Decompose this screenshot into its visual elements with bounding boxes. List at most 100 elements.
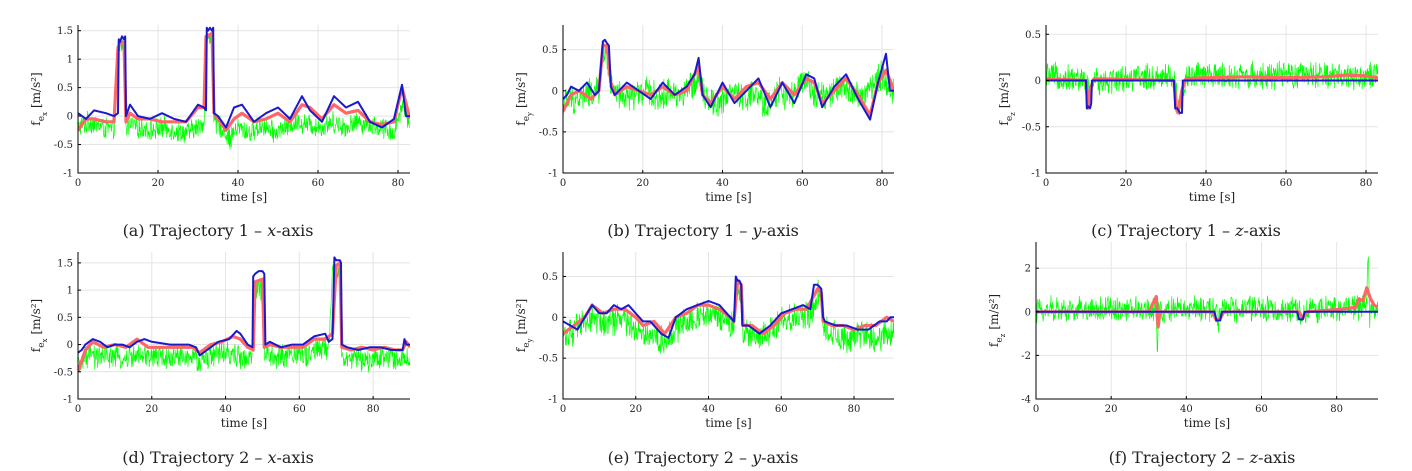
y-axis-label: fez[m/s²] xyxy=(997,72,1017,125)
y-tick-label: 0.5 xyxy=(57,313,73,324)
x-tick-label: 40 xyxy=(1200,178,1213,189)
x-tick-label: 20 xyxy=(636,178,649,189)
x-tick-label: 0 xyxy=(1043,178,1049,189)
x-tick-label: 20 xyxy=(1120,178,1133,189)
series-estimated-line xyxy=(563,38,894,121)
x-tick-label: 80 xyxy=(1330,404,1343,415)
subplot-caption: (d) Trajectory 2 – x-axis xyxy=(122,448,314,467)
subplot-caption: (f) Trajectory 2 – z-axis xyxy=(1109,448,1296,467)
x-tick-label: 40 xyxy=(219,404,232,415)
y-tick-label: 0 xyxy=(552,313,558,324)
x-tick-label: 0 xyxy=(560,178,566,189)
subplot-4: 0 20 40 60 80 -1 -0.5 0 0.5 1 1.5 time [s] fex[m/s²]… xyxy=(29,252,410,467)
plot-area xyxy=(78,256,410,373)
subplot-caption: (a) Trajectory 1 – x-axis xyxy=(123,221,314,240)
series-estimated-line xyxy=(78,26,410,129)
x-axis-label: time [s] xyxy=(221,416,267,430)
y-axis-label: fey[m/s²] xyxy=(514,299,534,353)
y-tick-label: 0.5 xyxy=(542,45,558,56)
x-tick-label: 60 xyxy=(293,404,306,415)
subplot-6: 0 20 40 60 80 -4 -2 0 2 time [s] fez[m/s²] (f) Traj… xyxy=(987,242,1378,467)
subplot-3: 0 20 40 60 80 -1 -0.5 0 0.5 time [s] fez[m/s²] (c) … xyxy=(997,25,1378,240)
x-tick-label: 60 xyxy=(1255,404,1268,415)
y-tick-label: 0 xyxy=(67,112,73,123)
axis-lines xyxy=(1045,25,1378,174)
x-tick-label: 80 xyxy=(367,404,380,415)
subplot-2: 0 20 40 60 80 -1 -0.5 0 0.5 time [s] fey[m/s²] (b) … xyxy=(514,25,894,240)
x-tick-label: 0 xyxy=(75,404,81,415)
y-tick-label: 0 xyxy=(1025,307,1031,318)
y-tick-label: -1 xyxy=(548,169,558,180)
y-tick-label: 0.5 xyxy=(542,272,558,283)
x-axis-label: time [s] xyxy=(705,416,751,430)
y-tick-label: -0.5 xyxy=(54,140,73,151)
y-tick-label: 1 xyxy=(67,286,73,297)
subplot-caption: (e) Trajectory 2 – y-axis xyxy=(608,448,799,467)
x-tick-label: 0 xyxy=(560,404,566,415)
x-tick-label: 60 xyxy=(796,178,809,189)
x-tick-label: 80 xyxy=(392,178,405,189)
x-axis-label: time [s] xyxy=(1184,416,1230,430)
y-tick-label: -0.5 xyxy=(539,127,558,138)
x-tick-label: 40 xyxy=(232,178,245,189)
axis-lines xyxy=(562,25,894,174)
y-tick-label: 0 xyxy=(552,86,558,97)
x-tick-label: 20 xyxy=(152,178,165,189)
x-tick-label: 80 xyxy=(1360,178,1373,189)
subplot-5: 0 20 40 60 80 -1 -0.5 0 0.5 time [s] fey[m/s²] (e) … xyxy=(514,252,894,467)
series-measured-line xyxy=(1046,60,1378,116)
x-tick-label: 80 xyxy=(876,178,889,189)
plot-area xyxy=(1036,256,1378,353)
x-tick-label: 60 xyxy=(775,404,788,415)
y-tick-label: -0.5 xyxy=(1022,122,1041,133)
y-axis-label: fez[m/s²] xyxy=(987,294,1007,347)
series-estimated-line xyxy=(1036,310,1378,322)
y-tick-label: -4 xyxy=(1021,395,1031,406)
y-axis-label: fey[m/s²] xyxy=(514,72,534,126)
y-tick-label: -0.5 xyxy=(539,354,558,365)
y-tick-label: 0 xyxy=(67,340,73,351)
y-tick-label: -1 xyxy=(548,395,558,406)
y-tick-label: -1 xyxy=(1031,169,1041,180)
y-tick-label: -0.5 xyxy=(54,367,73,378)
y-tick-label: -2 xyxy=(1021,351,1031,362)
plot-area xyxy=(78,26,410,150)
y-tick-label: -1 xyxy=(63,169,73,180)
plot-area xyxy=(563,38,894,121)
x-axis-label: time [s] xyxy=(221,190,267,204)
y-tick-label: 2 xyxy=(1025,264,1031,275)
subplot-1: 0 20 40 60 80 -1 -0.5 0 0.5 1 1.5 time [s] fex[m/s²]… xyxy=(29,25,410,240)
x-axis-label: time [s] xyxy=(1189,190,1235,204)
x-tick-label: 40 xyxy=(1180,404,1193,415)
axis-lines xyxy=(1035,242,1378,400)
series-measured-line xyxy=(78,264,410,373)
subplot-caption: (c) Trajectory 1 – z-axis xyxy=(1091,221,1281,240)
y-tick-label: -1 xyxy=(63,395,73,406)
x-tick-label: 0 xyxy=(1033,404,1039,415)
series-measured-line xyxy=(78,33,410,150)
x-tick-label: 60 xyxy=(1280,178,1293,189)
plot-area xyxy=(1046,60,1378,116)
y-tick-label: 0.5 xyxy=(57,83,73,94)
y-tick-label: 0.5 xyxy=(1025,30,1041,41)
y-tick-label: 1.5 xyxy=(57,26,73,37)
series-estimated-line xyxy=(78,256,410,357)
series-estimated-line xyxy=(1046,79,1378,114)
y-tick-label: 1 xyxy=(67,55,73,66)
x-tick-label: 20 xyxy=(145,404,158,415)
x-tick-label: 20 xyxy=(629,404,642,415)
x-tick-label: 60 xyxy=(312,178,325,189)
y-axis-label: fex[m/s²] xyxy=(29,72,49,126)
axis-lines xyxy=(77,25,410,174)
plot-area xyxy=(563,275,894,354)
y-tick-label: 0 xyxy=(1035,76,1041,87)
series-estimated-line xyxy=(563,275,894,339)
x-axis-label: time [s] xyxy=(705,190,751,204)
x-tick-label: 40 xyxy=(702,404,715,415)
x-tick-label: 40 xyxy=(716,178,729,189)
y-tick-label: 1.5 xyxy=(57,258,73,269)
axis-lines xyxy=(77,252,410,400)
x-tick-label: 80 xyxy=(848,404,861,415)
x-tick-label: 0 xyxy=(75,178,81,189)
